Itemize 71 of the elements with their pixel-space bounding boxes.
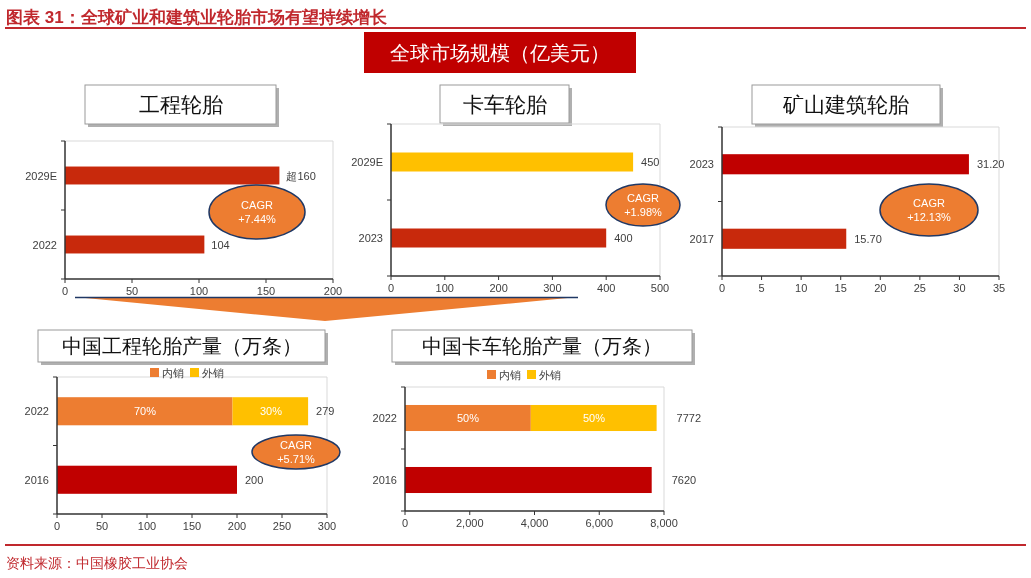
y-tick-label: 2023 xyxy=(358,232,383,244)
data-label: 15.70 xyxy=(854,232,882,245)
annotation: CAGR +12.13% xyxy=(907,197,952,223)
data-label: 400 xyxy=(614,232,633,244)
chart-title: 中国卡车轮胎产量（万条） xyxy=(422,335,662,358)
chart-title: 工程轮胎 xyxy=(138,93,223,118)
x-tick-label: 300 xyxy=(543,282,562,294)
text: 全球市场规模（亿美元） xyxy=(390,42,610,64)
chart-title: 中国工程轮胎产量（万条） xyxy=(61,335,302,358)
x-tick-label: 250 xyxy=(272,520,292,532)
x-tick-label: 100 xyxy=(137,520,157,532)
total-label: 200 xyxy=(245,473,264,486)
x-tick-label: 5 xyxy=(758,282,765,294)
x-tick-label: 300 xyxy=(317,520,337,532)
x-tick-label: 200 xyxy=(227,520,247,532)
x-tick-label: 150 xyxy=(256,285,276,297)
annotation: 50% xyxy=(456,412,480,424)
text: 资料来源：中国橡胶工业协会 xyxy=(6,556,188,571)
x-tick-label: 0 xyxy=(718,282,726,294)
y-tick-label: 2022 xyxy=(32,238,57,251)
x-tick-label: 25 xyxy=(913,282,926,294)
x-tick-label: 50 xyxy=(95,520,109,532)
x-tick-label: 150 xyxy=(182,520,202,532)
x-tick-label: 400 xyxy=(597,282,616,294)
total-label: 7620 xyxy=(671,474,697,486)
data-label: 超160 xyxy=(286,169,316,182)
y-tick-label: 2023 xyxy=(689,158,714,171)
x-tick-label: 200 xyxy=(489,282,508,294)
annotation: CAGR +1.98% xyxy=(624,192,663,218)
x-tick-label: 30 xyxy=(953,282,966,294)
data-label: 31.20 xyxy=(976,158,1005,171)
y-tick-label: 2022 xyxy=(24,405,49,418)
x-tick-label: 0 xyxy=(61,285,69,297)
text: 图表 31：全球矿业和建筑业轮胎市场有望持续增长 xyxy=(6,8,388,27)
annotation: CAGR +5.71% xyxy=(277,439,316,465)
legend-label: 外销 xyxy=(202,367,224,379)
legend-label: 外销 xyxy=(539,369,561,381)
x-tick-label: 10 xyxy=(795,282,808,294)
annotation: 30% xyxy=(259,405,283,417)
y-tick-label: 2016 xyxy=(372,474,397,486)
x-tick-label: 20 xyxy=(874,282,887,294)
annotation: 70% xyxy=(133,405,157,417)
x-tick-label: 8,000 xyxy=(650,517,678,529)
total-label: 7772 xyxy=(676,412,702,424)
y-tick-label: 2016 xyxy=(24,473,49,486)
x-tick-label: 6,000 xyxy=(585,517,614,529)
x-tick-label: 200 xyxy=(323,285,343,297)
x-tick-label: 4,000 xyxy=(520,517,549,529)
x-tick-label: 0 xyxy=(387,282,395,294)
y-tick-label: 2029E xyxy=(351,156,383,168)
data-label: 104 xyxy=(211,238,230,251)
x-tick-label: 100 xyxy=(189,285,209,297)
chart-title: 卡车轮胎 xyxy=(462,92,547,117)
y-tick-label: 2029E xyxy=(25,169,57,182)
y-tick-label: 2017 xyxy=(689,232,714,245)
legend-label: 内销 xyxy=(499,369,521,381)
x-tick-label: 500 xyxy=(650,282,670,294)
annotation: CAGR +7.44% xyxy=(238,199,277,225)
total-label: 279 xyxy=(316,405,335,418)
x-tick-label: 0 xyxy=(53,520,61,532)
data-label: 450 xyxy=(641,156,660,168)
chart-title: 矿山建筑轮胎 xyxy=(782,93,909,118)
x-tick-label: 2,000 xyxy=(455,517,484,529)
legend-label: 内销 xyxy=(162,367,184,379)
x-tick-label: 15 xyxy=(834,282,847,294)
x-tick-label: 35 xyxy=(992,282,1006,294)
annotation: 50% xyxy=(582,412,606,424)
x-tick-label: 100 xyxy=(435,282,454,294)
x-tick-label: 0 xyxy=(401,517,409,529)
x-tick-label: 50 xyxy=(125,285,139,297)
y-tick-label: 2022 xyxy=(372,412,397,424)
